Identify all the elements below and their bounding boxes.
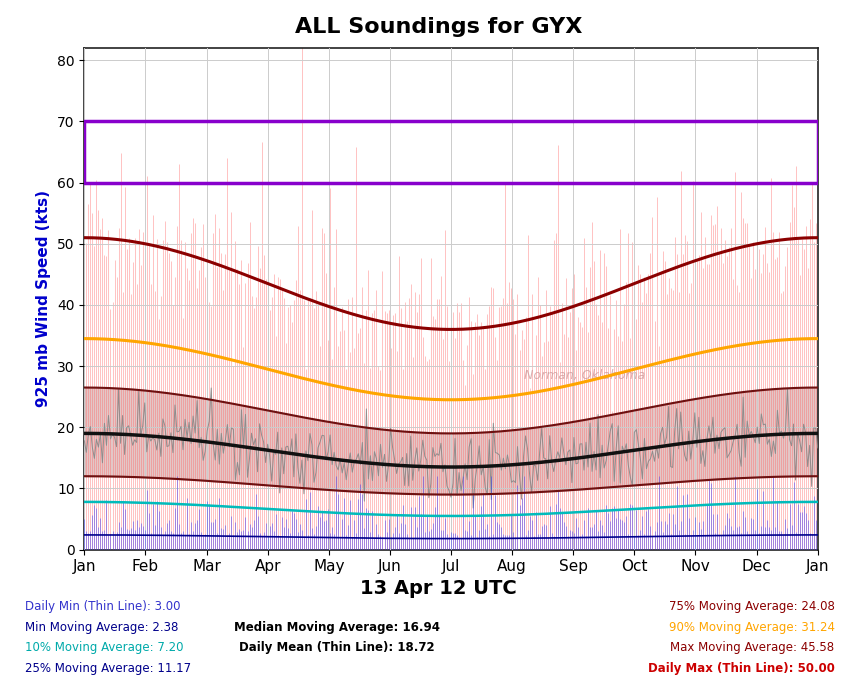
Text: Daily Mean (Thin Line): 18.72: Daily Mean (Thin Line): 18.72 <box>239 641 435 654</box>
Text: Norman, Oklahoma: Norman, Oklahoma <box>524 369 646 382</box>
Y-axis label: 925 mb Wind Speed (kts): 925 mb Wind Speed (kts) <box>36 190 51 407</box>
Text: Daily Min (Thin Line): 3.00: Daily Min (Thin Line): 3.00 <box>25 600 180 613</box>
Bar <box>84 122 818 183</box>
Text: 25% Moving Average: 11.17: 25% Moving Average: 11.17 <box>25 662 191 675</box>
Text: Daily Max (Thin Line): 50.00: Daily Max (Thin Line): 50.00 <box>647 662 835 675</box>
Text: Max Moving Average: 45.58: Max Moving Average: 45.58 <box>670 641 835 654</box>
Text: 10% Moving Average: 7.20: 10% Moving Average: 7.20 <box>25 641 184 654</box>
Text: 90% Moving Average: 31.24: 90% Moving Average: 31.24 <box>668 620 835 633</box>
Text: ALL Soundings for GYX: ALL Soundings for GYX <box>295 17 582 37</box>
Text: Min Moving Average: 2.38: Min Moving Average: 2.38 <box>25 620 179 633</box>
Text: 75% Moving Average: 24.08: 75% Moving Average: 24.08 <box>668 600 835 613</box>
Text: Median Moving Average: 16.94: Median Moving Average: 16.94 <box>234 620 440 633</box>
Text: 13 Apr 12 UTC: 13 Apr 12 UTC <box>360 579 517 598</box>
